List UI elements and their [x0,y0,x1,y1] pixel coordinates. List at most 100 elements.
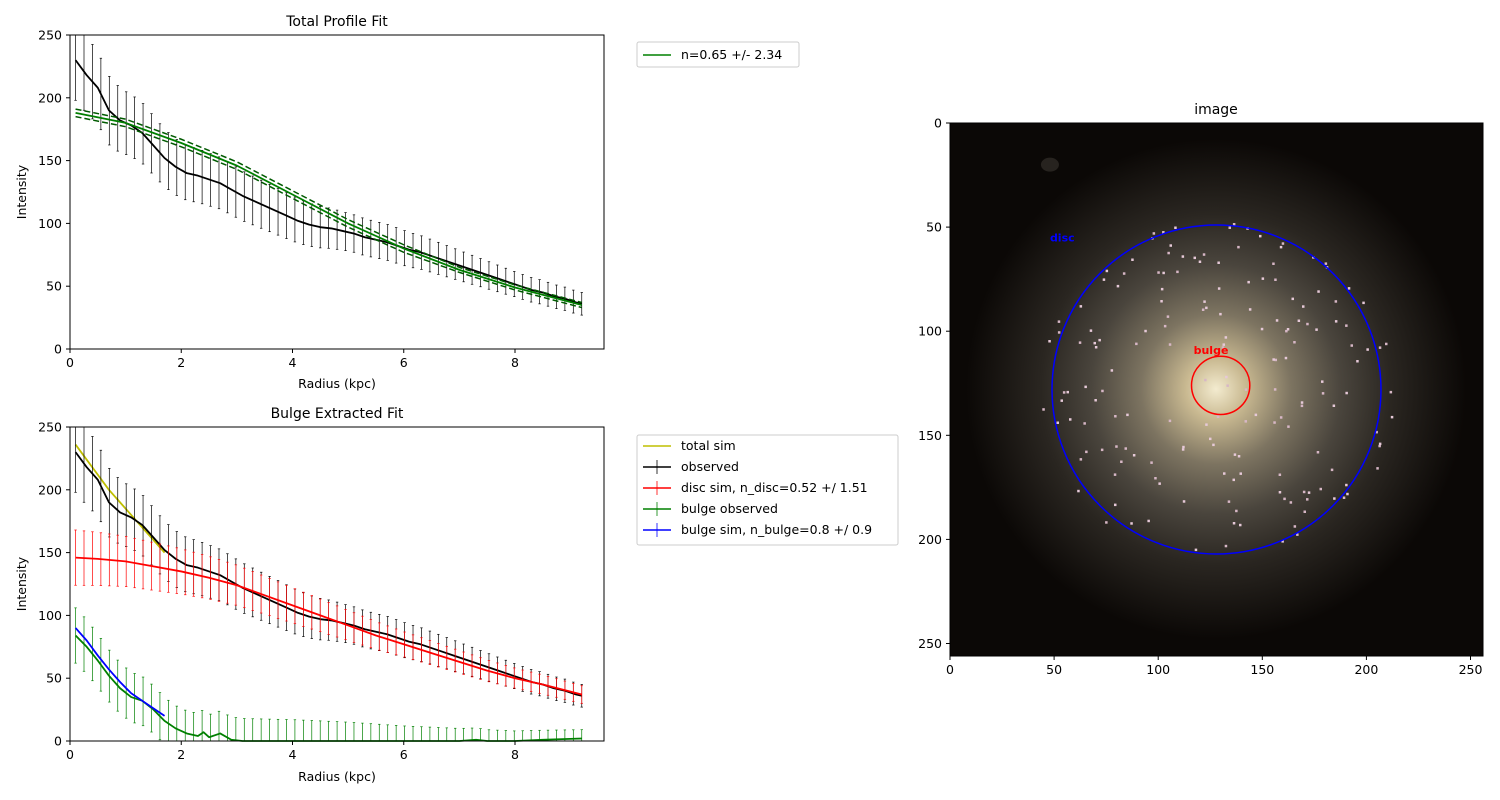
star-140 [1154,477,1157,480]
star-119 [1247,280,1250,284]
p2-series-bulge-sim [74,627,166,717]
p2-series-disc-sim [74,529,583,704]
star-9 [1334,320,1338,323]
star-116 [1232,478,1235,482]
star-71 [1273,421,1276,424]
series-group [74,426,583,742]
p3-y-tick-label-4: 200 [918,532,942,547]
star-137 [1122,272,1126,275]
star-59 [1042,408,1045,411]
star-107 [1296,533,1299,536]
star-75 [1160,287,1164,291]
star-39 [1345,391,1348,395]
star-115 [1239,523,1242,527]
plot-frame [69,34,605,350]
star-19 [1150,461,1153,464]
star-72 [1350,344,1353,347]
star-143 [1221,346,1225,349]
star-153 [1152,232,1156,235]
p2-line-disc-sim [75,556,582,696]
disc-annotation-label: disc [1050,232,1075,245]
star-147 [1219,312,1222,316]
p1-x-tick-label-4: 8 [511,355,519,370]
star-168 [1289,501,1293,504]
star-88 [1124,447,1127,450]
star-11 [1278,473,1282,476]
axes: 0 2 4 6 8 0 50 100 150 200 250 [38,420,519,763]
star-111 [1181,448,1185,451]
star-162 [1217,261,1220,264]
star-120 [1345,483,1348,487]
p2-x-tick-label-0: 0 [66,747,74,762]
star-5 [1167,251,1170,255]
star-2 [1217,287,1221,290]
p2-errorbars-observed [74,426,583,708]
star-0 [1226,384,1229,387]
p1-x-tick-label-0: 0 [66,355,74,370]
star-156 [1056,421,1059,424]
star-94 [1297,319,1301,322]
star-141 [1319,487,1322,491]
y-axis-label: Intensity [14,556,29,611]
p2-x-tick-label-3: 6 [400,747,408,762]
faint-object [1040,157,1059,172]
star-136 [1293,525,1297,528]
star-38 [1306,322,1309,326]
p3-y-tick-label-2: 100 [918,324,942,339]
star-150 [1286,328,1290,331]
star-95 [1366,348,1369,351]
star-51 [1227,500,1231,503]
star-122 [1259,234,1262,238]
star-135 [1174,226,1177,229]
legend-label-bulge-sim: bulge sim, n_bulge=0.8 +/ 0.9 [681,522,872,537]
star-138 [1113,473,1117,476]
star-56 [1317,290,1320,293]
star-169 [1182,445,1185,449]
star-157 [1375,430,1378,434]
series-group [74,34,583,316]
star-49 [1232,223,1236,226]
star-92 [1094,399,1097,402]
star-127 [1378,346,1382,349]
star-100 [1194,548,1198,552]
star-149 [1114,415,1117,418]
p2-line-bulge-observed [74,634,582,742]
star-14 [1209,437,1212,441]
star-134 [1356,360,1359,363]
star-31 [1307,491,1311,494]
star-42 [1157,271,1160,274]
star-89 [1098,338,1101,342]
image-frame [949,122,1484,657]
p3-x-tick-label-2: 100 [1146,662,1170,677]
star-28 [1168,419,1172,423]
star-43 [1239,472,1242,475]
star-159 [1102,278,1106,281]
p1-x-tick-label-1: 2 [177,355,185,370]
star-53 [1202,253,1206,256]
star-35 [1204,378,1207,382]
star-4 [1224,544,1228,548]
total-profile-fit-chart: Total Profile Fit 0 2 4 6 8 0 50 100 150 200 250 R… [14,14,800,391]
star-165 [1144,329,1147,333]
star-130 [1235,509,1238,513]
bulge-extracted-fit-chart: Bulge Extracted Fit 0 2 4 6 8 0 50 100 150 200 250… [14,406,899,784]
axes: 0 2 4 6 8 0 50 100 150 200 250 [38,28,519,371]
star-97 [1272,358,1275,361]
star-80 [1287,425,1290,428]
star-45 [1062,391,1066,394]
p2-line-observed [74,451,582,697]
star-57 [1163,324,1167,328]
star-50 [1203,300,1206,303]
star-76 [1115,445,1118,448]
star-13 [1198,260,1202,263]
p2-line-total-sim [74,444,166,554]
star-66 [1224,336,1228,339]
bulge-annotation-label: bulge [1194,344,1229,357]
star-154 [1147,519,1150,523]
y-axis-label: Intensity [14,164,29,219]
p2-y-tick-label-4: 200 [38,482,62,497]
star-23 [1084,385,1087,389]
aperture-overlay: disc bulge [1050,224,1382,555]
star-30 [1306,498,1309,501]
